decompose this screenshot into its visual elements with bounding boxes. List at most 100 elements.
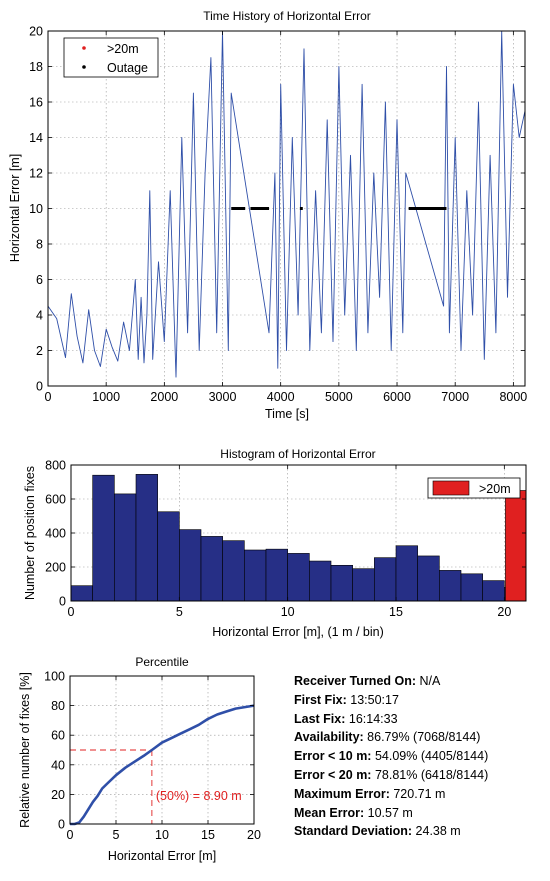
time-history-title: Time History of Horizontal Error — [203, 9, 371, 23]
stats-row: First Fix: 13:50:17 — [294, 691, 488, 710]
histogram-xtick-label: 5 — [176, 605, 183, 619]
time-history-legend-box — [63, 37, 159, 78]
time-history-legend: >20m Outage — [63, 37, 159, 78]
histogram-title: Histogram of Horizontal Error — [220, 447, 375, 461]
legend-label-outage: Outage — [107, 61, 148, 75]
time-history-xtick-label: 1000 — [92, 390, 120, 404]
stats-label: Error < 20 m: — [294, 767, 375, 782]
histogram-bar — [417, 555, 440, 602]
time-history-xtick-label: 4000 — [267, 390, 295, 404]
stats-row: Mean Error: 10.57 m — [294, 804, 488, 823]
stats-row: Standard Deviation: 24.38 m — [294, 822, 488, 841]
histogram-bar — [157, 511, 180, 602]
stats-label: Maximum Error: — [294, 786, 394, 801]
stats-value: 13:50:17 — [350, 692, 399, 707]
time-history-ytick-label: 20 — [29, 25, 43, 39]
stats-value: 16:14:33 — [348, 711, 398, 726]
legend-label-over20m: >20m — [107, 42, 139, 56]
histogram-bar — [114, 493, 137, 602]
histogram-xtick-label: 20 — [497, 605, 511, 619]
histogram-ytick-label: 400 — [45, 527, 66, 541]
time-history-ytick-label: 14 — [29, 131, 43, 145]
percentile-xtick-label: 5 — [113, 828, 120, 842]
histogram-bar — [330, 564, 353, 602]
percentile-xtick-label: 15 — [201, 828, 215, 842]
legend-marker-over20m — [82, 46, 86, 50]
histogram-ytick-label: 0 — [59, 595, 66, 609]
stats-value: 24.38 m — [415, 824, 461, 839]
percentile-xtick-label: 20 — [247, 828, 261, 842]
time-history-chart: 0 1000 2000 3000 4000 5000 6000 7000 8000 0 2 4 6 8 10… — [8, 9, 527, 421]
stats-label: First Fix: — [294, 692, 351, 707]
histogram-bar — [222, 540, 245, 602]
histogram-bar — [482, 580, 505, 602]
time-history-xtick-label: 2000 — [150, 390, 178, 404]
percentile-ytick-label: 20 — [51, 788, 65, 802]
histogram-bar — [287, 553, 310, 602]
histogram-ylabel: Number of position fixes — [23, 466, 37, 600]
histogram-legend-label: >20m — [479, 482, 511, 496]
stats-value: 78.81% (6418/8144) — [374, 767, 489, 782]
histogram-bar — [92, 474, 115, 602]
time-history-xtick-label: 7000 — [441, 390, 469, 404]
percentile-title: Percentile — [135, 655, 189, 669]
histogram-legend-swatch — [432, 480, 470, 496]
time-history-ytick-label: 16 — [29, 96, 43, 110]
percentile-ylabel: Relative number of fixes [%] — [18, 672, 32, 828]
histogram-bar — [265, 548, 288, 602]
stats-label: Standard Deviation: — [294, 824, 416, 839]
stats-panel: Receiver Turned On: N/A First Fix: 13:50:… — [294, 672, 488, 841]
percentile-ytick-label: 100 — [44, 670, 65, 684]
stats-row: Error < 20 m: 78.81% (6418/8144) — [294, 766, 488, 785]
percentile-curve — [70, 704, 255, 826]
stats-label: Mean Error: — [294, 805, 368, 820]
histogram-ytick-label: 800 — [45, 459, 66, 473]
time-history-ytick-label: 8 — [36, 238, 43, 252]
histogram-bar — [309, 560, 332, 602]
percentile-xlabel: Horizontal Error [m] — [108, 849, 216, 863]
stats-value: 720.71 m — [393, 786, 446, 801]
percentile-xtick-label: 0 — [67, 828, 74, 842]
percentile-ytick-label: 0 — [58, 818, 65, 832]
stats-row: Availability: 86.79% (7068/8144) — [294, 728, 488, 747]
percentile-ytick-label: 60 — [51, 729, 65, 743]
stats-value: 54.09% (4405/8144) — [374, 749, 489, 764]
histogram-bar — [135, 474, 158, 602]
histogram-bar — [70, 585, 93, 602]
histogram-ytick-label: 600 — [45, 493, 66, 507]
histogram-bar — [374, 557, 397, 602]
time-history-ytick-label: 4 — [36, 309, 43, 323]
stats-row: Receiver Turned On: N/A — [294, 672, 488, 691]
horizontal-error-series — [47, 30, 526, 378]
histogram-overflow-bar — [505, 490, 527, 602]
stats-label: Availability: — [294, 730, 368, 745]
time-history-xtick-label: 0 — [45, 390, 52, 404]
histogram-bar — [460, 573, 483, 602]
percentile-chart: (50%) = 8.90 m 0 5 10 15 20 0 20 40 60 80 100 Perc… — [18, 655, 261, 863]
legend-marker-outage — [82, 65, 86, 69]
histogram-bar — [179, 529, 202, 602]
histogram-xtick-label: 0 — [68, 605, 75, 619]
histogram-bar — [395, 545, 418, 602]
percentile-ytick-label: 40 — [51, 758, 65, 772]
time-history-ylabel: Horizontal Error [m] — [8, 154, 22, 262]
histogram-xtick-label: 10 — [281, 605, 295, 619]
stats-row: Last Fix: 16:14:33 — [294, 710, 488, 729]
time-history-ytick-label: 10 — [29, 202, 43, 216]
time-history-xtick-label: 5000 — [325, 390, 353, 404]
time-history-ytick-label: 18 — [29, 60, 43, 74]
stats-label: Receiver Turned On: — [294, 674, 420, 688]
histogram-bar — [352, 568, 375, 602]
histogram-bar — [200, 536, 223, 602]
time-history-xtick-label: 3000 — [209, 390, 237, 404]
time-history-xlabel: Time [s] — [265, 407, 309, 421]
histogram-xlabel: Horizontal Error [m], (1 m / bin) — [212, 625, 384, 639]
stats-row: Error < 10 m: 54.09% (4405/8144) — [294, 747, 488, 766]
histogram-bar — [244, 549, 267, 602]
histogram-ytick-label: 200 — [45, 561, 66, 575]
time-history-ytick-label: 2 — [36, 344, 43, 358]
time-history-xtick-label: 6000 — [383, 390, 411, 404]
stats-value: 10.57 m — [367, 805, 413, 820]
